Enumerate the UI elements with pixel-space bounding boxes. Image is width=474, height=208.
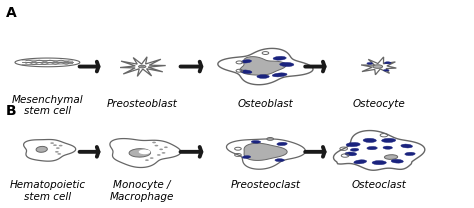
Polygon shape — [120, 57, 166, 76]
Text: Preosteoclast: Preosteoclast — [230, 180, 301, 190]
Ellipse shape — [241, 60, 252, 63]
Circle shape — [157, 154, 161, 156]
Polygon shape — [240, 57, 286, 75]
Ellipse shape — [280, 62, 294, 67]
Polygon shape — [218, 48, 313, 85]
Ellipse shape — [345, 152, 356, 156]
Circle shape — [150, 157, 154, 159]
Circle shape — [140, 66, 144, 67]
Ellipse shape — [401, 144, 412, 148]
Text: Mesenchymal
stem cell: Mesenchymal stem cell — [11, 95, 83, 116]
Circle shape — [55, 151, 59, 153]
Ellipse shape — [139, 150, 150, 154]
Ellipse shape — [251, 140, 261, 143]
Ellipse shape — [383, 69, 389, 71]
Circle shape — [59, 145, 63, 146]
Circle shape — [152, 142, 156, 143]
Ellipse shape — [373, 65, 383, 68]
Text: A: A — [6, 6, 17, 20]
Ellipse shape — [350, 148, 359, 151]
Polygon shape — [110, 139, 181, 167]
Text: Osteoblast: Osteoblast — [237, 99, 293, 109]
Ellipse shape — [242, 156, 251, 158]
Ellipse shape — [372, 161, 386, 165]
Polygon shape — [24, 140, 76, 161]
Circle shape — [159, 149, 163, 150]
Circle shape — [162, 152, 165, 154]
Ellipse shape — [354, 160, 367, 164]
Text: Preosteoblast: Preosteoblast — [107, 99, 178, 109]
Text: Osteoclast: Osteoclast — [352, 180, 407, 190]
Polygon shape — [334, 131, 425, 170]
Ellipse shape — [384, 62, 391, 64]
Text: Hematopoietic
stem cell: Hematopoietic stem cell — [9, 180, 85, 202]
Ellipse shape — [367, 62, 373, 64]
Polygon shape — [227, 139, 305, 169]
Polygon shape — [361, 57, 396, 75]
Ellipse shape — [363, 138, 376, 142]
Ellipse shape — [384, 155, 398, 159]
Ellipse shape — [277, 142, 287, 146]
Polygon shape — [15, 58, 80, 67]
Ellipse shape — [36, 146, 47, 152]
Circle shape — [53, 144, 57, 146]
Ellipse shape — [138, 65, 146, 68]
Ellipse shape — [382, 138, 396, 142]
Circle shape — [145, 159, 149, 161]
Ellipse shape — [391, 159, 403, 163]
Ellipse shape — [272, 73, 287, 77]
Circle shape — [50, 142, 54, 144]
Ellipse shape — [241, 70, 252, 74]
Ellipse shape — [367, 146, 377, 150]
Circle shape — [164, 146, 168, 148]
Ellipse shape — [275, 159, 284, 162]
Circle shape — [57, 153, 61, 155]
Circle shape — [56, 147, 60, 149]
Circle shape — [155, 145, 158, 146]
Ellipse shape — [129, 149, 151, 157]
Ellipse shape — [273, 56, 286, 60]
Ellipse shape — [383, 146, 392, 149]
Text: Monocyte /
Macrophage: Monocyte / Macrophage — [110, 180, 174, 202]
Ellipse shape — [405, 152, 415, 156]
Ellipse shape — [257, 75, 269, 78]
Text: B: B — [6, 104, 16, 118]
Text: Osteocyte: Osteocyte — [353, 99, 406, 109]
Ellipse shape — [346, 142, 360, 147]
Polygon shape — [244, 143, 287, 160]
